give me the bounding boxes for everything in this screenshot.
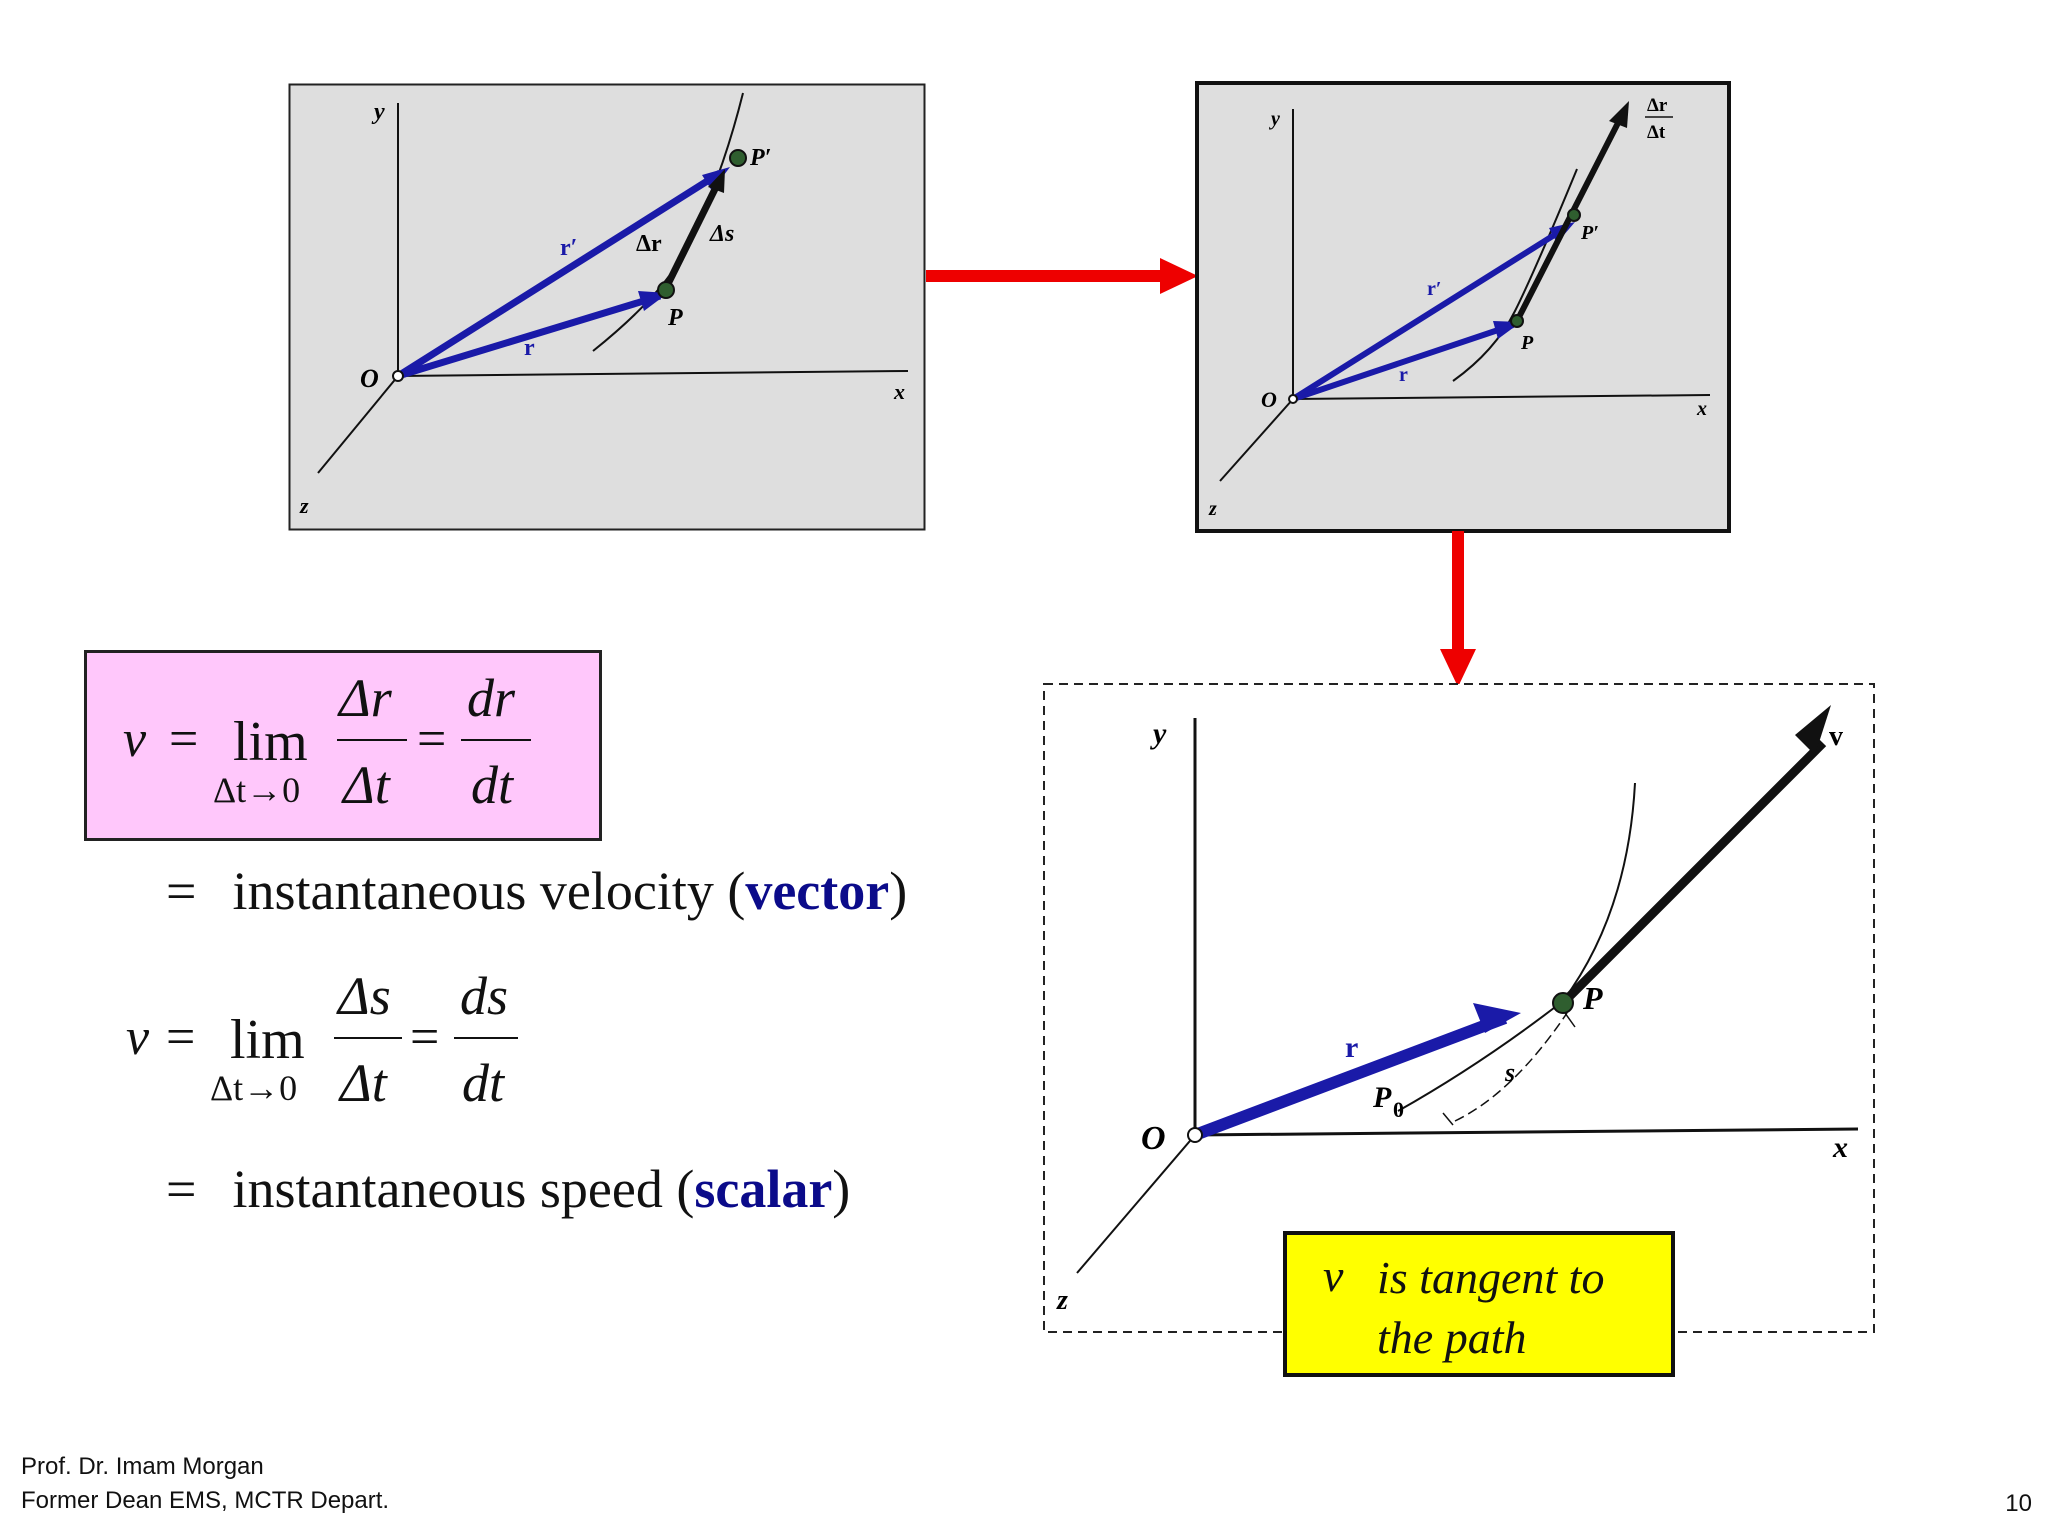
arc-length-s: [1454, 1012, 1568, 1122]
speed-desc-text: instantaneous speed (: [232, 1159, 695, 1219]
label-x: x: [893, 379, 905, 404]
velocity-desc-bold: vector: [745, 861, 890, 921]
author-title: Former Dean EMS, MCTR Depart.: [21, 1487, 390, 1514]
vector-r-prime: [396, 170, 722, 379]
author-name: Prof. Dr. Imam Morgan: [21, 1453, 264, 1480]
diagram-limit: y x z O P P′ r r′ Δr Δt: [1195, 81, 1731, 533]
velocity-lhs: v⃗: [123, 711, 187, 768]
label-r: r: [1399, 364, 1408, 386]
z-axis: [317, 375, 399, 474]
velocity-num2: dr⃗: [467, 668, 558, 728]
velocity-description: = instantaneous velocity (vector): [166, 860, 907, 922]
label-delta-s: Δs: [709, 221, 734, 247]
vector-r: [1192, 1012, 1508, 1141]
tangent-note: v⃗ is tangent to the path: [1283, 1231, 1675, 1377]
label-P0-subscript: 0: [1393, 1097, 1404, 1122]
label-s: s: [1504, 1058, 1515, 1087]
speed-lim-sub: Δt→0: [210, 1068, 298, 1108]
point-P-prime: [1567, 208, 1581, 222]
point-O: [392, 370, 404, 382]
speed-eq2: =: [410, 1009, 440, 1066]
velocity-eq: =: [169, 711, 199, 768]
label-y: y: [1150, 717, 1167, 750]
vector-delta-r: [662, 181, 722, 290]
label-v: v: [1829, 721, 1843, 752]
velocity-eq2: =: [417, 711, 447, 768]
speed-den1: Δt: [340, 1053, 387, 1113]
vector-delta-r-head: [708, 169, 725, 193]
label-z: z: [1208, 498, 1217, 520]
speed-equation: v = lim Δt→0 Δs Δt = ds dt: [84, 960, 602, 1113]
speed-lim: lim: [230, 1009, 305, 1071]
velocity-equation-box: v⃗ = lim Δt→0 Δr⃗ Δt = dr⃗ dt: [84, 650, 602, 841]
vector-v: [1559, 739, 1827, 1007]
vector-r-head: [1473, 1003, 1521, 1033]
label-z: z: [299, 493, 309, 518]
label-P0: P: [1372, 1081, 1392, 1114]
vector-r: [396, 292, 662, 380]
x-axis: [397, 370, 909, 377]
x-axis: [1194, 1127, 1859, 1137]
velocity-den1: Δt: [343, 755, 390, 815]
speed-den2: dt: [462, 1053, 505, 1113]
label-delta-r: Δr: [636, 231, 662, 257]
label-P-prime: P′: [1580, 222, 1599, 244]
label-r-prime: r′: [560, 235, 577, 261]
diagram-tangent-velocity: y x z O P P 0 r s v: [1043, 683, 1875, 1333]
point-P: [1510, 314, 1524, 328]
point-P: [1552, 992, 1574, 1014]
speed-desc-eq: =: [166, 1159, 197, 1219]
point-O: [1187, 1127, 1203, 1143]
path-curve: [1452, 168, 1578, 382]
label-dt: Δt: [1647, 122, 1666, 143]
vector-r-prime: [1291, 224, 1569, 402]
velocity-desc-eq: =: [166, 861, 197, 921]
label-O: O: [1261, 387, 1277, 412]
vector-delta-r-over-delta-t: [1514, 117, 1623, 323]
z-axis: [1219, 398, 1294, 482]
arrow-down: [1440, 531, 1476, 687]
label-x: x: [1832, 1131, 1848, 1164]
speed-num1: Δs: [338, 966, 391, 1026]
label-dr: Δr: [1647, 95, 1668, 116]
speed-description: = instantaneous speed (scalar): [166, 1158, 850, 1220]
velocity-num1: Δr⃗: [339, 668, 434, 728]
speed-lhs: v: [126, 1009, 150, 1066]
speed-eq: =: [166, 1009, 196, 1066]
label-r-prime: r′: [1427, 278, 1442, 300]
vector-r: [1292, 322, 1514, 402]
velocity-lim: lim: [233, 711, 308, 773]
speed-desc-close: ): [832, 1159, 851, 1219]
label-O: O: [360, 364, 379, 393]
z-axis: [1076, 1134, 1196, 1274]
diagram-position-change: y x z O P P′ r r′ Δr Δs: [288, 83, 926, 531]
point-P: [657, 281, 675, 299]
vector-v-head: [1795, 705, 1831, 755]
label-O: O: [1141, 1120, 1166, 1157]
label-z: z: [1056, 1285, 1068, 1316]
note-line-2: the path: [1377, 1312, 1527, 1363]
velocity-symbol: v⃗: [1323, 1250, 1380, 1301]
label-r: r: [1345, 1031, 1358, 1064]
arrow-right: [926, 258, 1198, 294]
page-number: 10: [2005, 1490, 2032, 1517]
label-r: r: [524, 335, 535, 361]
speed-num2: ds: [460, 966, 509, 1026]
label-P-prime: P′: [749, 145, 771, 171]
x-axis: [1292, 394, 1711, 400]
label-x: x: [1696, 398, 1707, 420]
note-line-1: is tangent to: [1377, 1252, 1605, 1303]
label-P: P: [1520, 332, 1534, 354]
velocity-den2: dt: [471, 755, 514, 815]
point-P-prime: [729, 149, 747, 167]
label-y: y: [371, 99, 385, 125]
point-O: [1288, 394, 1298, 404]
label-P: P: [1582, 980, 1603, 1016]
velocity-lim-sub: Δt→0: [213, 770, 301, 810]
velocity-desc-text: instantaneous velocity (: [232, 861, 746, 921]
velocity-desc-close: ): [889, 861, 908, 921]
label-y: y: [1269, 108, 1280, 130]
speed-desc-bold: scalar: [694, 1159, 833, 1219]
label-P: P: [667, 305, 683, 331]
